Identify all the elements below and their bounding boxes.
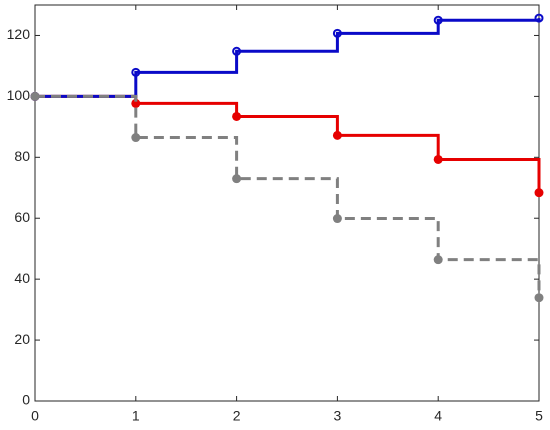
marker: [534, 293, 544, 303]
plot-area: [34, 4, 540, 402]
marker: [131, 133, 141, 143]
y-tick-label: 40: [14, 270, 30, 286]
marker: [332, 130, 342, 140]
marker: [232, 46, 242, 56]
marker: [433, 15, 443, 25]
marker: [332, 214, 342, 224]
y-tick-label: 0: [22, 392, 30, 408]
marker: [332, 28, 342, 38]
marker: [433, 154, 443, 164]
x-tick-label: 3: [334, 408, 342, 424]
marker: [131, 67, 141, 77]
x-tick-label: 4: [434, 408, 442, 424]
marker: [232, 174, 242, 184]
y-tick-label: 60: [14, 209, 30, 225]
x-tick-label: 5: [535, 408, 543, 424]
x-tick-label: 1: [132, 408, 140, 424]
x-tick-label: 0: [31, 408, 39, 424]
y-tick-label: 100: [7, 87, 31, 103]
step-line: [35, 94, 541, 298]
marker: [534, 188, 544, 198]
marker: [131, 98, 141, 108]
marker: [534, 13, 544, 23]
x-tick-label: 2: [233, 408, 241, 424]
y-tick-label: 120: [7, 26, 31, 42]
marker: [30, 91, 40, 101]
y-tick-label: 80: [14, 148, 30, 164]
marker: [232, 111, 242, 121]
marker: [433, 255, 443, 265]
step-line: [35, 18, 541, 98]
y-tick-label: 20: [14, 331, 30, 347]
